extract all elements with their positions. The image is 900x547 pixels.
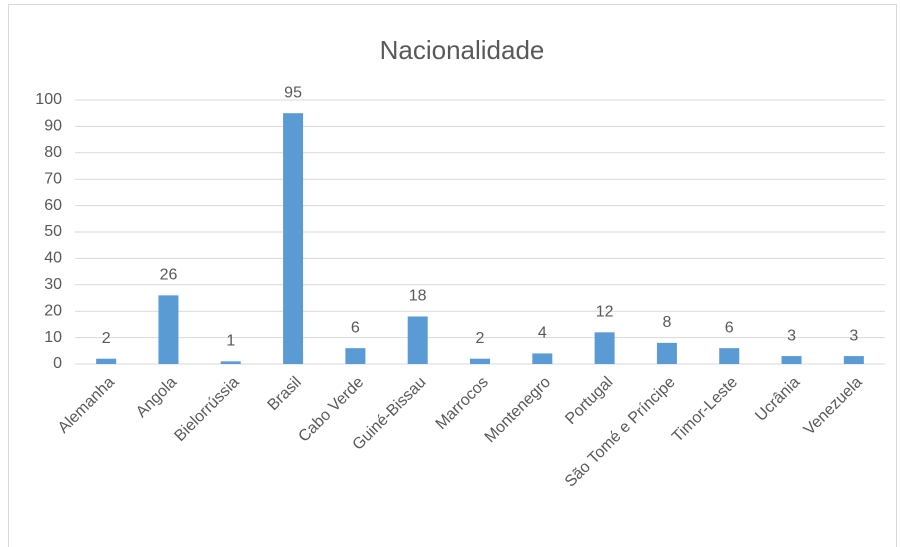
data-label: 95 <box>284 84 302 101</box>
y-tick-label: 60 <box>44 197 62 214</box>
bar <box>656 342 677 364</box>
data-label: 26 <box>160 267 178 284</box>
y-tick-label: 20 <box>44 302 62 319</box>
bar <box>532 353 553 364</box>
chart-frame <box>8 4 897 547</box>
data-label: 2 <box>476 330 485 347</box>
data-label: 18 <box>409 288 427 305</box>
data-label: 1 <box>226 333 235 350</box>
y-tick-label: 100 <box>35 91 62 108</box>
bar <box>719 348 740 364</box>
y-tick-label: 10 <box>44 329 62 346</box>
data-label: 8 <box>662 314 671 331</box>
data-label: 6 <box>351 319 360 336</box>
bar <box>781 356 802 364</box>
bar <box>345 348 366 364</box>
y-tick-label: 80 <box>44 144 62 161</box>
y-tick-label: 70 <box>44 170 62 187</box>
bar <box>283 113 304 364</box>
bar <box>407 316 428 364</box>
y-tick-label: 40 <box>44 250 62 267</box>
bar <box>843 356 864 364</box>
bar <box>594 332 615 364</box>
data-label: 12 <box>596 304 614 321</box>
y-tick-label: 0 <box>53 355 62 372</box>
bar <box>96 358 117 364</box>
data-label: 6 <box>725 319 734 336</box>
chart-title: Nacionalidade <box>380 35 545 65</box>
data-label: 4 <box>538 325 547 342</box>
data-label: 3 <box>787 327 796 344</box>
data-label: 3 <box>849 327 858 344</box>
data-label: 2 <box>102 330 111 347</box>
y-tick-label: 90 <box>44 118 62 135</box>
bar <box>470 358 490 364</box>
bar <box>220 361 241 364</box>
y-tick-label: 30 <box>44 276 62 293</box>
y-tick-label: 50 <box>44 223 62 240</box>
bar <box>158 295 179 364</box>
